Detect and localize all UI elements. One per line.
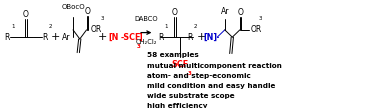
Text: 2: 2 [194, 24, 197, 29]
Text: [N: [N [108, 33, 119, 42]
Text: 3: 3 [187, 71, 191, 76]
Text: 1: 1 [164, 24, 168, 29]
Text: R: R [158, 33, 164, 42]
Text: 2: 2 [48, 24, 52, 29]
Text: O: O [172, 8, 178, 17]
Text: +: + [98, 32, 107, 42]
Text: OR: OR [250, 25, 262, 34]
Text: DABCO: DABCO [134, 16, 158, 22]
Text: 3: 3 [101, 16, 104, 21]
Text: mutual multicomponent reaction: mutual multicomponent reaction [147, 63, 282, 69]
Text: O: O [84, 7, 90, 16]
Text: 3: 3 [137, 44, 141, 49]
Text: 58 examples: 58 examples [147, 52, 198, 58]
Text: +: + [51, 32, 60, 42]
Text: O: O [23, 10, 29, 19]
Text: SCF: SCF [171, 60, 189, 69]
Text: [N]: [N] [204, 33, 218, 42]
Text: Ar: Ar [62, 33, 71, 42]
Text: R: R [187, 33, 193, 42]
Text: 3: 3 [259, 16, 262, 21]
Text: mild condition and easy handle: mild condition and easy handle [147, 83, 275, 89]
Text: R: R [42, 33, 48, 42]
Text: ]: ] [138, 33, 142, 42]
Text: R: R [5, 33, 10, 42]
Text: wide substrate scope: wide substrate scope [147, 93, 234, 99]
Text: OBocO: OBocO [61, 4, 85, 10]
Text: +: + [197, 32, 206, 42]
Text: high efficiency: high efficiency [147, 102, 207, 108]
Text: OR: OR [91, 25, 102, 34]
Text: CH₂Cl₂: CH₂Cl₂ [135, 39, 157, 45]
Text: O: O [238, 8, 243, 17]
Text: -SCF: -SCF [121, 33, 141, 42]
Text: 1: 1 [11, 24, 14, 29]
Text: Ar: Ar [220, 7, 229, 16]
Text: atom- and step-economic: atom- and step-economic [147, 73, 251, 79]
